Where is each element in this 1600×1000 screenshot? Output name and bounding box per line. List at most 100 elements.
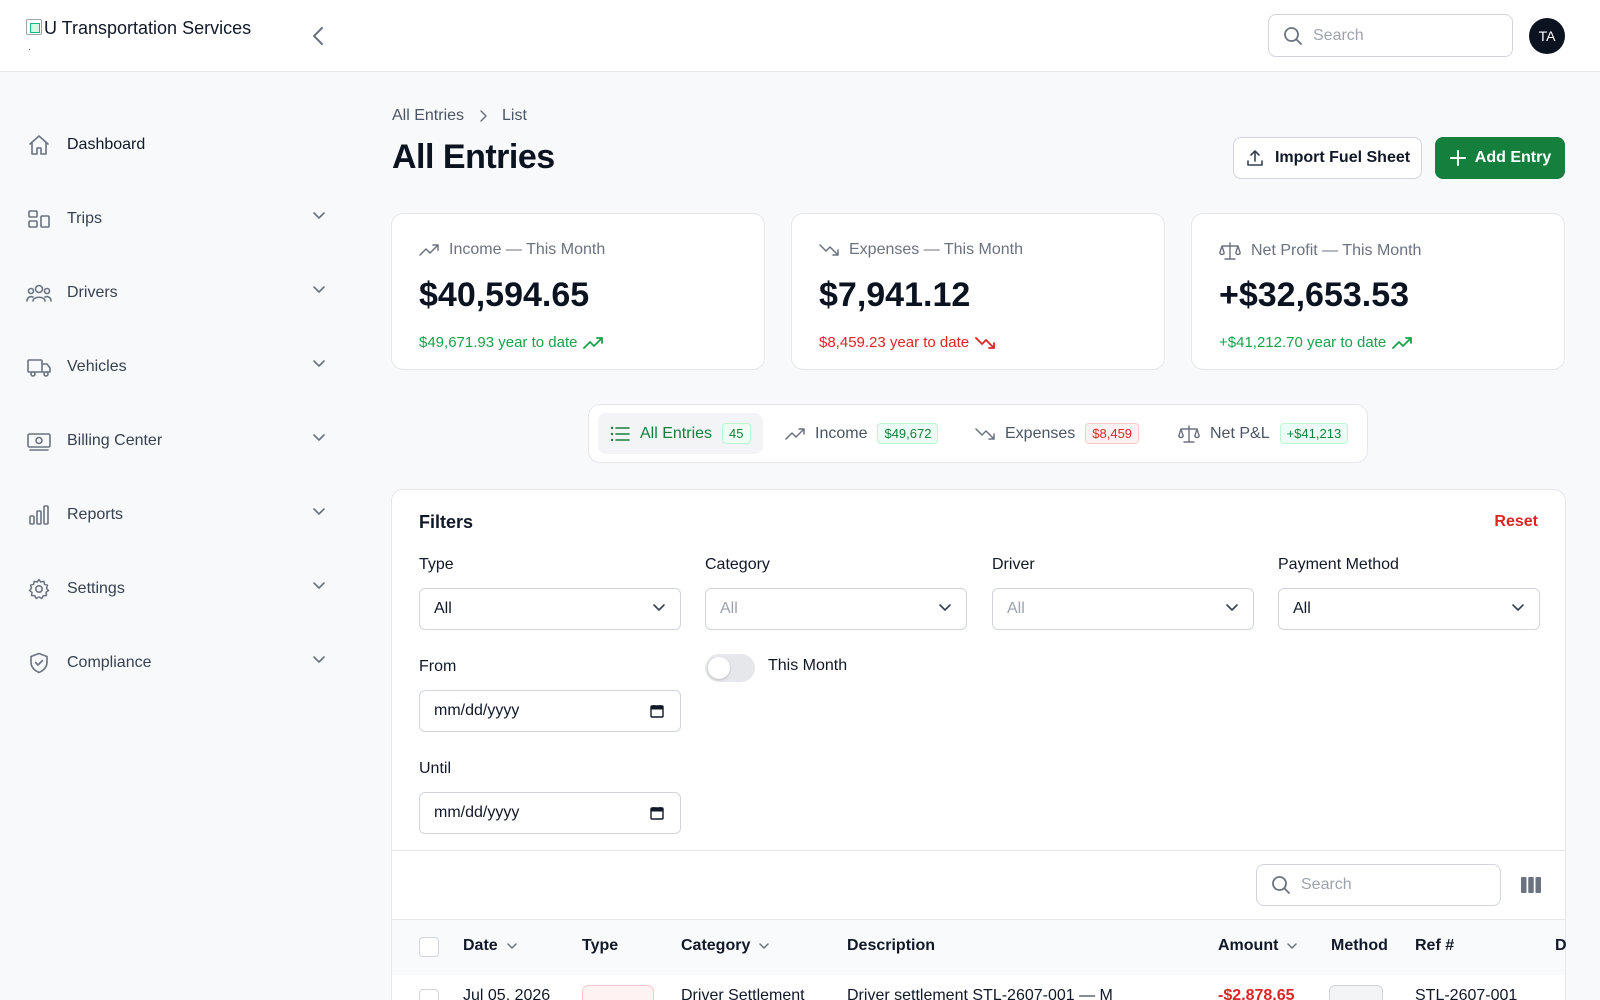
sidebar-item-compliance[interactable]: Compliance [26,645,334,681]
trending-down-icon [819,244,839,256]
tab-label: All Entries [640,424,713,442]
driver-filter-label: Driver [992,556,1035,573]
columns-icon[interactable] [1520,876,1542,894]
category-filter-select[interactable]: All [705,588,967,630]
filters-panel: Filters Reset Type All Category All Driv… [391,489,1567,1000]
breadcrumb-current: List [502,107,527,124]
column-header-truncated[interactable]: D [1555,937,1567,955]
from-date-value: mm/dd/yyyy [434,702,520,719]
filters-divider [392,850,1565,851]
chevron-down-icon [1287,943,1298,949]
column-header-label: D [1555,937,1567,954]
driver-filter-select[interactable]: All [992,588,1254,630]
collapse-sidebar-button[interactable] [306,24,330,48]
brand-logo[interactable]: U Transportation Services . [26,18,252,53]
tab-net-pl[interactable]: Net P&L +$41,213 [1166,413,1360,454]
column-header-category[interactable]: Category [681,937,770,955]
payment-method-filter-label: Payment Method [1278,556,1399,573]
column-header-method[interactable]: Method [1331,937,1388,955]
chevron-down-icon [1226,604,1238,611]
net-profit-stat-value: +$32,653.53 [1219,276,1410,314]
shield-icon [26,650,52,676]
table-header: Date Type Category Description Amount Me… [392,920,1567,975]
global-search-input[interactable] [1313,26,1483,45]
user-avatar[interactable]: TA [1529,18,1565,54]
trending-up-icon [419,244,439,256]
tab-all-entries[interactable]: All Entries 45 [598,413,763,454]
sidebar-item-label: Billing Center [67,432,163,449]
net-profit-stat-title: Net Profit — This Month [1251,242,1422,259]
type-filter-value: All [434,600,452,617]
chevron-left-icon [313,27,323,45]
net-profit-stat-ytd: +$41,212.70 year to date [1219,334,1413,351]
this-month-toggle[interactable] [705,654,755,682]
expenses-stat-card: Expenses — This Month $7,941.12 $8,459.2… [791,213,1165,370]
column-header-date[interactable]: Date [463,937,518,955]
chevron-down-icon [313,582,325,589]
until-date-input[interactable]: mm/dd/yyyy [419,792,681,834]
chevron-down-icon [653,604,665,611]
this-month-label: This Month [768,657,848,674]
column-header-label: Category [681,937,751,954]
sidebar-item-vehicles[interactable]: Vehicles [26,349,334,385]
column-header-label: Date [463,937,498,954]
column-header-label: Method [1331,937,1388,954]
chevron-down-icon [313,360,325,367]
sidebar-item-billing-center[interactable]: Billing Center [26,423,334,459]
list-icon [610,426,630,441]
tab-count-badge: 45 [722,423,751,444]
income-stat-card: Income — This Month $40,594.65 $49,671.9… [391,213,765,370]
income-stat-value: $40,594.65 [419,276,590,314]
row-checkbox[interactable] [419,989,439,1000]
column-header-label: Type [582,937,619,954]
net-profit-stat-header: Net Profit — This Month [1219,241,1421,261]
sidebar-item-drivers[interactable]: Drivers [26,275,334,311]
import-fuel-sheet-button[interactable]: Import Fuel Sheet [1233,137,1422,179]
driver-filter-value: All [1007,600,1025,617]
expenses-stat-ytd: $8,459.23 year to date [819,334,996,351]
tab-expenses[interactable]: Expenses $8,459 [963,413,1151,454]
column-header-label: Ref # [1415,937,1455,954]
expenses-stat-title: Expenses — This Month [849,241,1024,258]
income-stat-title: Income — This Month [449,241,606,258]
column-header-type[interactable]: Type [582,937,618,955]
page-title: All Entries [392,138,555,176]
table-search-input[interactable] [1301,876,1471,894]
global-search[interactable] [1268,14,1513,57]
add-entry-button[interactable]: Add Entry [1435,137,1565,179]
reset-filters-button[interactable]: Reset [1494,513,1538,530]
chevron-right-icon [480,110,487,122]
chevron-down-icon [759,943,770,949]
column-header-description[interactable]: Description [847,937,935,955]
income-ytd-text: $49,671.93 year to date [419,334,578,351]
tab-income[interactable]: Income $49,672 [773,413,950,454]
from-date-input[interactable]: mm/dd/yyyy [419,690,681,732]
income-stat-header: Income — This Month [419,241,605,259]
payment-method-filter-select[interactable]: All [1278,588,1540,630]
sidebar-item-reports[interactable]: Reports [26,497,334,533]
type-filter-select[interactable]: All [419,588,681,630]
calendar-icon [650,807,664,820]
trending-up-icon [785,427,805,440]
column-header-label: Amount [1218,937,1279,954]
sidebar-item-label: Compliance [67,654,152,671]
sidebar-item-settings[interactable]: Settings [26,571,334,607]
breadcrumb-root-link[interactable]: All Entries [392,107,465,124]
table-search[interactable] [1256,864,1501,906]
sidebar-item-label: Dashboard [67,136,146,153]
brand-name: U Transportation Services [44,18,252,38]
tab-amount-badge: $8,459 [1085,423,1140,444]
category-filter-value: All [720,600,738,617]
sidebar-item-trips[interactable]: Trips [26,201,334,237]
net-profit-ytd-text: +$41,212.70 year to date [1219,334,1387,351]
select-all-checkbox[interactable] [419,937,439,957]
add-entry-label: Add Entry [1474,149,1552,166]
upload-icon [1247,150,1263,166]
bar-chart-icon [26,502,52,528]
logo-image-icon [26,19,42,35]
column-header-ref[interactable]: Ref # [1415,937,1454,955]
sidebar-item-dashboard[interactable]: Dashboard [26,127,334,163]
column-header-amount[interactable]: Amount [1218,937,1298,955]
table-row[interactable]: Jul 05, 2026 Driver Settlement Driver se… [392,975,1565,1000]
import-fuel-sheet-label: Import Fuel Sheet [1274,149,1411,166]
